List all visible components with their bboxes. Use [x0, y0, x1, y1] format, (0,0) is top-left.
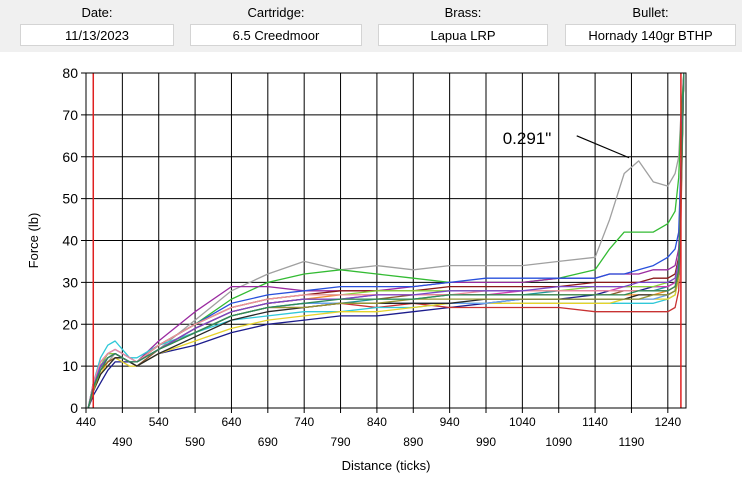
x-tick-label-upper: 1140	[582, 415, 608, 429]
chart-panel: 0 10 20 30 40 50 60 70 80 440 540 640 740 840 940 1040 1…	[0, 52, 742, 488]
y-tick-label: 80	[62, 65, 78, 81]
x-tick-label-upper: 840	[367, 415, 387, 429]
y-tick-label: 30	[62, 274, 78, 290]
y-tick-label: 20	[62, 316, 78, 332]
x-tick-label-upper: 540	[149, 415, 169, 429]
brass-label: Brass:	[444, 5, 482, 20]
x-tick-label-lower: 1090	[545, 435, 572, 449]
bullet-value[interactable]: Hornady 140gr BTHP	[565, 24, 736, 46]
x-tick-label-lower: 490	[112, 435, 132, 449]
bullet-label: Bullet:	[632, 5, 669, 20]
y-tick-label: 70	[62, 107, 78, 123]
x-tick-label-lower: 890	[403, 435, 423, 449]
cartridge-value[interactable]: 6.5 Creedmoor	[190, 24, 362, 46]
x-tick-label-upper: 1240	[654, 415, 681, 429]
plot-border	[85, 72, 687, 409]
cartridge-field: Cartridge: 6.5 Creedmoor	[190, 4, 362, 46]
x-tick-label-lower: 690	[258, 435, 278, 449]
date-field: Date: 11/13/2023	[20, 4, 174, 46]
y-tick-label: 0	[70, 400, 78, 416]
series-line-sea-green	[87, 72, 685, 409]
series-line-cyan	[87, 72, 685, 409]
x-tick-label-upper: 640	[221, 415, 241, 429]
x-tick-label-lower: 1190	[619, 435, 645, 449]
brass-value[interactable]: Lapua LRP	[378, 24, 548, 46]
date-label: Date:	[81, 5, 113, 20]
y-tick-label: 40	[62, 233, 78, 249]
x-tick-label-lower: 590	[185, 435, 205, 449]
bullet-field: Bullet: Hornady 140gr BTHP	[565, 4, 736, 46]
y-axis-title: Force (lb)	[26, 213, 41, 269]
annotation-leader-line	[576, 135, 630, 159]
x-tick-label-lower: 790	[331, 435, 351, 449]
cartridge-label: Cartridge:	[247, 5, 305, 20]
annotation-label: 0.291"	[503, 129, 552, 148]
force-distance-chart: 0 10 20 30 40 50 60 70 80 440 540 640 740 840 940 1040 1…	[26, 65, 687, 473]
x-tick-label-upper: 440	[76, 415, 96, 429]
y-tick-label: 50	[62, 191, 78, 207]
x-tick-label-lower: 990	[476, 435, 496, 449]
x-tick-label-upper: 740	[294, 415, 314, 429]
x-tick-label-upper: 1040	[509, 415, 536, 429]
y-tick-label: 60	[62, 149, 78, 165]
x-axis-title: Distance (ticks)	[342, 458, 431, 473]
series-line-yellow	[87, 72, 685, 409]
date-value[interactable]: 11/13/2023	[20, 24, 174, 46]
x-tick-label-upper: 940	[440, 415, 460, 429]
brass-field: Brass: Lapua LRP	[378, 4, 548, 46]
y-tick-label: 10	[62, 358, 78, 374]
